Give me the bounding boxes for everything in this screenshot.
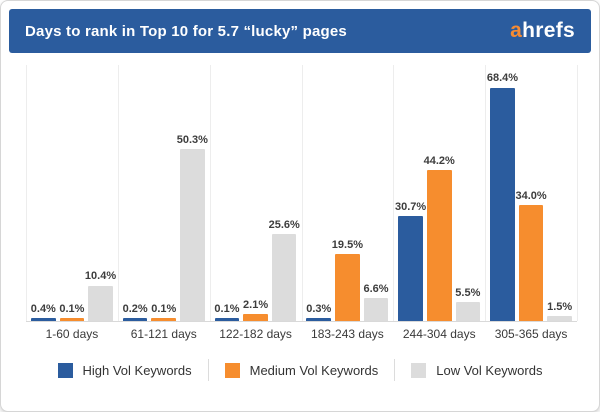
gridline: [209, 65, 211, 321]
bar-column: 19.5%: [331, 65, 363, 321]
bar-column: 0.1%: [214, 65, 240, 321]
bar-column: 30.7%: [395, 65, 427, 321]
bar-value-label: 0.2%: [122, 302, 148, 315]
x-axis-label-61-121-days: 61-121 days: [130, 327, 197, 341]
bar-medium-vol-keywords-183-243-days: [335, 254, 360, 321]
bar-column: 0.1%: [151, 65, 176, 321]
gridline: [26, 65, 27, 321]
bar-medium-vol-keywords-61-121-days: [151, 318, 177, 321]
bar-value-label: 2.1%: [243, 298, 269, 311]
bar-value-label: 50.3%: [176, 134, 208, 147]
x-axis-label-244-304-days: 244-304 days: [402, 327, 476, 341]
bar-value-label: 19.5%: [331, 239, 363, 252]
bar-column: 50.3%: [176, 65, 208, 321]
legend-swatch-high-vol-keywords: [57, 362, 73, 378]
bar-value-label: 30.7%: [395, 201, 427, 214]
legend-item-medium-vol-keywords: Medium Vol Keywords: [224, 362, 379, 378]
legend-divider: [207, 359, 209, 381]
legend-item-low-vol-keywords: Low Vol Keywords: [411, 362, 543, 378]
bar-group-244-304-days: 30.7% 44.2% 5.5%: [393, 65, 485, 321]
bar-high-vol-keywords-305-365-days: [490, 87, 515, 321]
bar-high-vol-keywords-122-182-days: [214, 318, 240, 321]
gridline: [393, 65, 395, 321]
legend: High Vol Keywords Medium Vol Keywords Low …: [1, 359, 599, 381]
bar-medium-vol-keywords-305-365-days: [518, 204, 544, 321]
ahrefs-logo: ahrefs: [510, 19, 575, 43]
x-axis-label-1-60-days: 1-60 days: [45, 327, 99, 341]
legend-label: High Vol Keywords: [82, 362, 192, 378]
bar-column: 10.4%: [84, 65, 117, 321]
bar-value-label: 25.6%: [268, 218, 300, 231]
legend-label: Low Vol Keywords: [436, 362, 543, 378]
bar-column: 44.2%: [423, 65, 455, 321]
x-axis-label-305-365-days: 305-365 days: [494, 327, 568, 341]
bar-group-305-365-days: 68.4% 34.0% 1.5%: [485, 65, 577, 321]
legend-divider: [394, 359, 396, 381]
bar-low-vol-keywords-244-304-days: [455, 302, 481, 321]
bar-value-label: 1.5%: [547, 300, 573, 313]
legend-item-high-vol-keywords: High Vol Keywords: [57, 362, 192, 378]
bar-value-label: 68.4%: [486, 72, 519, 85]
bar-high-vol-keywords-244-304-days: [398, 216, 423, 321]
chart-header: Days to rank in Top 10 for 5.7 “lucky” p…: [9, 9, 591, 53]
gridline: [117, 65, 119, 321]
bar-high-vol-keywords-1-60-days: [31, 318, 56, 321]
bar-group-1-60-days: 0.4% 0.1% 10.4%: [26, 65, 118, 321]
plot-area: 0.4% 0.1% 10.4% 0.2% 0.1% 50.3% 0.1% 2.1% 25.6% 0…: [26, 65, 578, 322]
bar-low-vol-keywords-1-60-days: [88, 285, 113, 321]
bar-column: 1.5%: [547, 65, 572, 321]
bar-low-vol-keywords-183-243-days: [363, 298, 389, 321]
bar-value-label: 44.2%: [423, 155, 455, 168]
bar-column: 0.2%: [123, 65, 148, 321]
bar-column: 34.0%: [515, 65, 547, 321]
bar-group-122-182-days: 0.1% 2.1% 25.6%: [210, 65, 302, 321]
bar-value-label: 5.5%: [455, 287, 481, 300]
legend-swatch-medium-vol-keywords: [224, 362, 240, 378]
bar-low-vol-keywords-122-182-days: [271, 233, 297, 321]
bar-value-label: 0.1%: [214, 302, 240, 315]
bar-group-61-121-days: 0.2% 0.1% 50.3%: [118, 65, 210, 321]
bar-value-label: 0.4%: [30, 302, 56, 315]
logo-rest: hrefs: [522, 19, 575, 42]
bar-column: 25.6%: [268, 65, 300, 321]
bar-value-label: 10.4%: [84, 270, 117, 283]
gridline: [485, 65, 487, 321]
bar-value-label: 6.6%: [363, 283, 389, 296]
bar-column: 5.5%: [455, 65, 481, 321]
bar-value-label: 0.1%: [151, 302, 177, 315]
bar-column: 6.6%: [363, 65, 389, 321]
gridline: [301, 65, 303, 321]
bar-medium-vol-keywords-1-60-days: [59, 318, 85, 321]
chart-title: Days to rank in Top 10 for 5.7 “lucky” p…: [25, 22, 347, 40]
bar-high-vol-keywords-183-243-days: [306, 318, 332, 321]
gridline: [577, 65, 578, 321]
x-axis-labels: 1-60 days 61-121 days 122-182 days 183-243 …: [26, 327, 577, 341]
legend-swatch-low-vol-keywords: [411, 362, 427, 378]
x-axis-label-122-182-days: 122-182 days: [219, 327, 292, 341]
legend-label: Medium Vol Keywords: [249, 362, 379, 378]
bar-column: 0.3%: [306, 65, 331, 321]
bar-column: 0.4%: [31, 65, 56, 321]
logo-accent-letter: a: [510, 19, 523, 42]
bar-value-label: 34.0%: [515, 189, 547, 202]
bar-column: 0.1%: [59, 65, 85, 321]
bar-value-label: 0.1%: [59, 302, 85, 315]
bar-low-vol-keywords-305-365-days: [547, 315, 572, 321]
bar-column: 68.4%: [486, 65, 519, 321]
bar-value-label: 0.3%: [306, 302, 332, 315]
bar-group-183-243-days: 0.3% 19.5% 6.6%: [301, 65, 393, 321]
x-axis-label-183-243-days: 183-243 days: [311, 327, 384, 341]
bar-medium-vol-keywords-122-182-days: [243, 313, 268, 321]
bar-high-vol-keywords-61-121-days: [122, 318, 148, 321]
bar-column: 2.1%: [243, 65, 268, 321]
bar-medium-vol-keywords-244-304-days: [426, 170, 452, 321]
bar-low-vol-keywords-61-121-days: [180, 149, 205, 321]
